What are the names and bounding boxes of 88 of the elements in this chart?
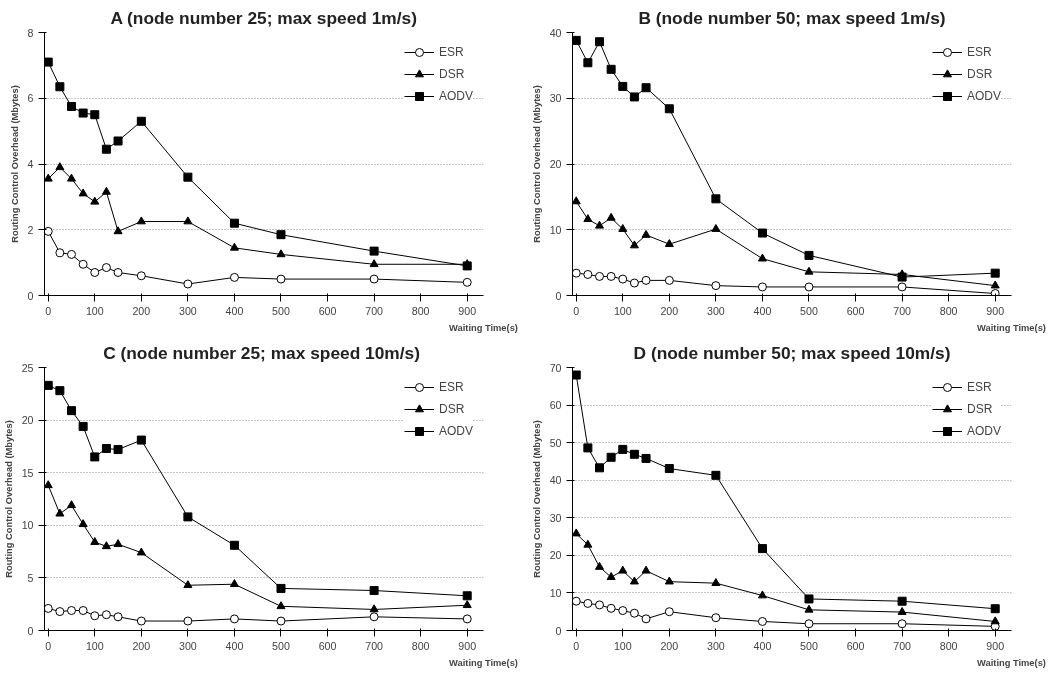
y-tick-label: 15 <box>21 466 34 479</box>
x-tick-label: 300 <box>707 639 725 652</box>
y-tick-label: 10 <box>21 519 34 532</box>
x-tick-label: 100 <box>85 639 104 652</box>
y-tick-label: 10 <box>549 223 562 236</box>
x-tick-label: 800 <box>411 639 430 652</box>
x-tick-label: 400 <box>225 639 244 652</box>
x-tick-label: 500 <box>800 639 818 652</box>
y-tick-label: 70 <box>549 361 562 374</box>
x-tick-label: 300 <box>707 304 725 317</box>
x-tick-label: 600 <box>318 639 337 652</box>
x-tick-label: 700 <box>893 639 912 652</box>
y-axis-title: Routing Control Overhead (Mbytes) <box>9 85 20 243</box>
legend-label: DSR <box>438 402 465 416</box>
x-tick-label: 900 <box>986 639 1005 652</box>
legend-label: AODV <box>438 424 473 438</box>
chart-title: C (node number 25; max speed 10m/s) <box>103 342 421 363</box>
x-tick-label: 800 <box>939 304 958 317</box>
x-tick-label: 100 <box>613 304 632 317</box>
chart-title: D (node number 50; max speed 10m/s) <box>633 342 951 363</box>
x-tick-label: 700 <box>365 639 384 652</box>
y-tick-label: 25 <box>21 361 34 374</box>
x-tick-label: 200 <box>132 639 151 652</box>
y-tick-label: 2 <box>27 223 34 236</box>
x-tick-label: 700 <box>365 304 384 317</box>
x-tick-label: 900 <box>458 304 477 317</box>
x-tick-label: 900 <box>458 639 477 652</box>
chart-title: B (node number 50; max speed 1m/s) <box>638 7 946 28</box>
x-axis-title: Waiting Time(s) <box>449 657 518 668</box>
x-tick-label: 500 <box>800 304 818 317</box>
y-tick-label: 6 <box>27 92 34 105</box>
legend-label: ESR <box>438 45 464 59</box>
y-tick-label: 60 <box>549 399 562 412</box>
y-tick-label: 0 <box>555 624 562 637</box>
x-tick-label: 600 <box>846 639 865 652</box>
x-tick-label: 300 <box>179 639 197 652</box>
x-tick-label: 200 <box>132 304 151 317</box>
x-tick-label: 400 <box>753 304 772 317</box>
x-tick-label: 400 <box>753 639 772 652</box>
x-tick-label: 300 <box>179 304 197 317</box>
y-tick-label: 20 <box>549 158 562 170</box>
legend-label: ESR <box>966 45 992 59</box>
x-tick-label: 200 <box>660 304 679 317</box>
y-tick-label: 10 <box>549 586 562 599</box>
legend-label: AODV <box>966 424 1001 438</box>
y-tick-label: 50 <box>549 436 562 449</box>
x-tick-label: 900 <box>986 304 1005 317</box>
y-tick-label: 30 <box>549 92 562 105</box>
y-tick-label: 4 <box>27 158 34 170</box>
y-tick-label: 40 <box>549 474 562 487</box>
y-axis-title: Routing Control Overhead (Mbytes) <box>531 420 542 578</box>
x-tick-label: 500 <box>272 639 290 652</box>
legend-label: DSR <box>966 402 993 416</box>
x-tick-label: 800 <box>939 639 958 652</box>
x-tick-label: 100 <box>85 304 104 317</box>
x-tick-label: 200 <box>660 639 679 652</box>
legend-label: AODV <box>438 89 473 103</box>
y-axis-title: Routing Control Overhead (Mbytes) <box>3 420 14 578</box>
legend-label: ESR <box>438 380 464 394</box>
y-axis-title: Routing Control Overhead (Mbytes) <box>531 85 542 243</box>
x-axis-title: Waiting Time(s) <box>977 657 1046 668</box>
x-tick-label: 700 <box>893 304 912 317</box>
legend-label: DSR <box>966 67 993 81</box>
y-tick-label: 8 <box>27 26 34 39</box>
x-tick-label: 500 <box>272 304 290 317</box>
y-tick-label: 40 <box>549 26 562 39</box>
y-tick-label: 30 <box>549 511 562 524</box>
x-tick-label: 800 <box>411 304 430 317</box>
x-tick-label: 400 <box>225 304 244 317</box>
x-tick-label: 600 <box>318 304 337 317</box>
x-tick-label: 0 <box>573 639 580 652</box>
y-tick-label: 20 <box>549 549 562 562</box>
x-axis-title: Waiting Time(s) <box>977 322 1046 333</box>
y-tick-label: 20 <box>21 414 34 427</box>
legend-label: AODV <box>966 89 1001 103</box>
legend-label: ESR <box>966 380 992 394</box>
y-tick-label: 5 <box>27 571 34 584</box>
x-tick-label: 0 <box>45 304 52 317</box>
y-tick-label: 0 <box>555 289 562 302</box>
x-tick-label: 100 <box>613 639 632 652</box>
x-tick-label: 0 <box>45 639 52 652</box>
y-tick-label: 0 <box>27 289 34 302</box>
y-tick-label: 0 <box>27 624 34 637</box>
x-tick-label: 600 <box>846 304 865 317</box>
x-tick-label: 0 <box>573 304 580 317</box>
x-axis-title: Waiting Time(s) <box>449 322 518 333</box>
legend-label: DSR <box>438 67 465 81</box>
chart-title: A (node number 25; max speed 1m/s) <box>110 7 417 28</box>
